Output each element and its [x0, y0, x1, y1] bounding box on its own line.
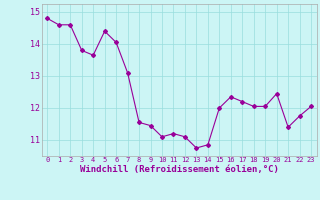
X-axis label: Windchill (Refroidissement éolien,°C): Windchill (Refroidissement éolien,°C) — [80, 165, 279, 174]
